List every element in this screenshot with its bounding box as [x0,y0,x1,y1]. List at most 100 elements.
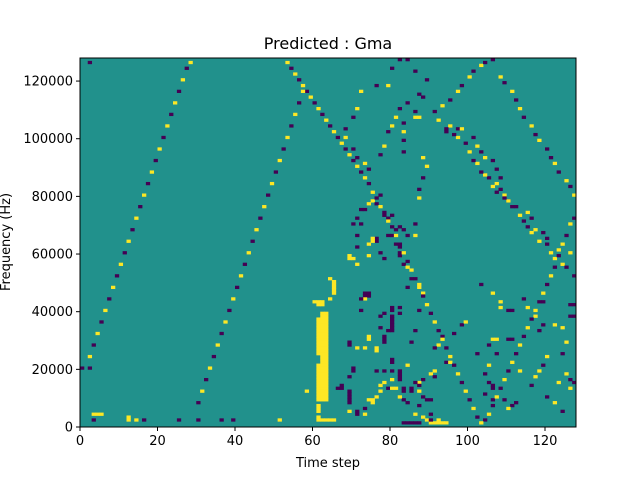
heatmap-cell-215 [486,343,492,347]
heatmap-cell-147 [393,386,399,390]
heatmap-cell-207 [490,383,496,388]
heatmap-cell-23 [316,403,321,408]
heatmap-cell-27 [316,395,321,399]
heatmap-cell-183 [347,343,352,347]
heatmap-cell-99 [316,323,321,327]
heatmap-cell-125 [401,421,406,425]
heatmap-cell-471 [486,412,492,416]
heatmap-cell-494 [397,242,403,246]
heatmap-cell-547 [173,101,178,105]
heatmap-cell-60 [316,363,321,367]
heatmap-cell-262 [436,343,441,347]
heatmap-cell-504 [359,170,364,174]
heatmap-cell-343 [401,130,406,134]
heatmap-cell-557 [215,343,220,347]
heatmap-cell-14 [277,418,282,422]
heatmap-cell-36 [316,386,321,390]
heatmap-cell-84 [316,337,321,341]
heatmap-cell-139 [382,369,387,373]
heatmap-cell-430 [479,63,484,68]
heatmap-cell-385 [498,187,503,192]
heatmap-cell-294 [409,277,414,281]
heatmap-cell-516 [312,101,317,105]
heatmap-cell-110 [320,311,325,315]
heatmap-cell-250 [541,300,546,304]
heatmap-cell-394 [545,242,550,246]
heatmap-cell-133 [440,421,445,425]
heatmap-cell-460 [529,317,534,321]
heatmap-cell-454 [552,265,558,269]
heatmap-cell-12 [219,418,224,422]
heatmap-cell-53 [324,372,329,376]
heatmap-cell-258 [459,323,465,327]
heatmap-cell-554 [204,377,209,382]
heatmap-cell-324 [382,213,387,217]
heatmap-cell-299 [397,254,403,258]
heatmap-cell-198 [362,406,368,411]
heatmap-cell-284 [401,398,406,402]
heatmap-cell-446 [564,179,569,183]
y-tick-label-1: 20000 [32,363,73,378]
heatmap-cell-481 [448,354,453,359]
plot-frame [79,57,577,428]
heatmap-cell-334 [413,233,418,238]
y-tick-label-0: 0 [65,421,73,436]
heatmap-cell-414 [479,170,484,174]
heatmap-cell-500 [374,196,379,200]
heatmap-cell-112 [316,303,321,307]
heatmap-cell-94 [320,328,325,333]
heatmap-cell-38 [324,386,329,390]
heatmap-cell-533 [118,262,124,266]
heatmap-cell-311 [347,256,352,261]
heatmap-cell-407 [514,205,519,209]
heatmap-cell-417 [467,150,472,154]
heatmap-cell-87 [316,334,321,339]
heatmap-cell-339 [424,164,430,168]
heatmap-cell-145 [386,386,391,390]
heatmap-cell-61 [320,363,325,367]
heatmap-cell-289 [409,340,414,344]
heatmap-cell-305 [370,239,375,243]
heatmap-cell-382 [494,167,499,171]
x-tick-label-0: 0 [76,434,84,449]
heatmap-cell-65 [320,357,325,362]
x-tick-label-5: 100 [455,434,480,449]
heatmap-cell-210 [506,337,511,341]
heatmap-cell-95 [324,328,329,333]
heatmap-cell-513 [324,118,329,122]
heatmap-cell-440 [533,132,538,137]
heatmap-cell-550 [184,66,189,70]
heatmap-cell-190 [347,389,352,393]
heatmap-cell-283 [405,401,410,405]
heatmap-cell-366 [378,153,383,157]
heatmap-cell-265 [448,360,453,364]
heatmap-cell-380 [483,156,488,160]
heatmap-cell-515 [316,107,321,111]
heatmap-cell-293 [417,282,422,287]
heatmap-cell-567 [254,228,259,232]
heatmap-cell-389 [517,213,523,217]
x-axis: 0 20 40 60 80 100 120 [76,427,557,449]
heatmap-cell-156 [390,320,395,324]
heatmap-cell-10 [176,418,182,422]
heatmap-cell-368 [386,130,391,134]
heatmap-cell-135 [424,418,430,422]
heatmap-cell-535 [126,239,131,243]
heatmap-cell-346 [417,115,422,119]
heatmap-cell-512 [328,124,333,128]
heatmap-cell-255 [498,300,503,304]
heatmap-cell-395 [548,251,554,255]
heatmap-cell-11 [196,418,201,422]
heatmap-cell-233 [568,377,573,382]
heatmap-cell-229 [545,354,550,359]
heatmap-cell-301 [382,256,387,261]
heatmap-cell-270 [417,380,422,385]
heatmap-cell-83 [324,340,329,344]
heatmap-cell-16 [316,415,321,419]
heatmap-cell-222 [514,401,519,405]
heatmap-cell-329 [390,233,395,238]
heatmap-cell-225 [529,383,534,388]
heatmap-cell-109 [324,314,329,318]
heatmap-cell-6 [126,418,131,422]
heatmap-cell-562 [235,285,240,290]
